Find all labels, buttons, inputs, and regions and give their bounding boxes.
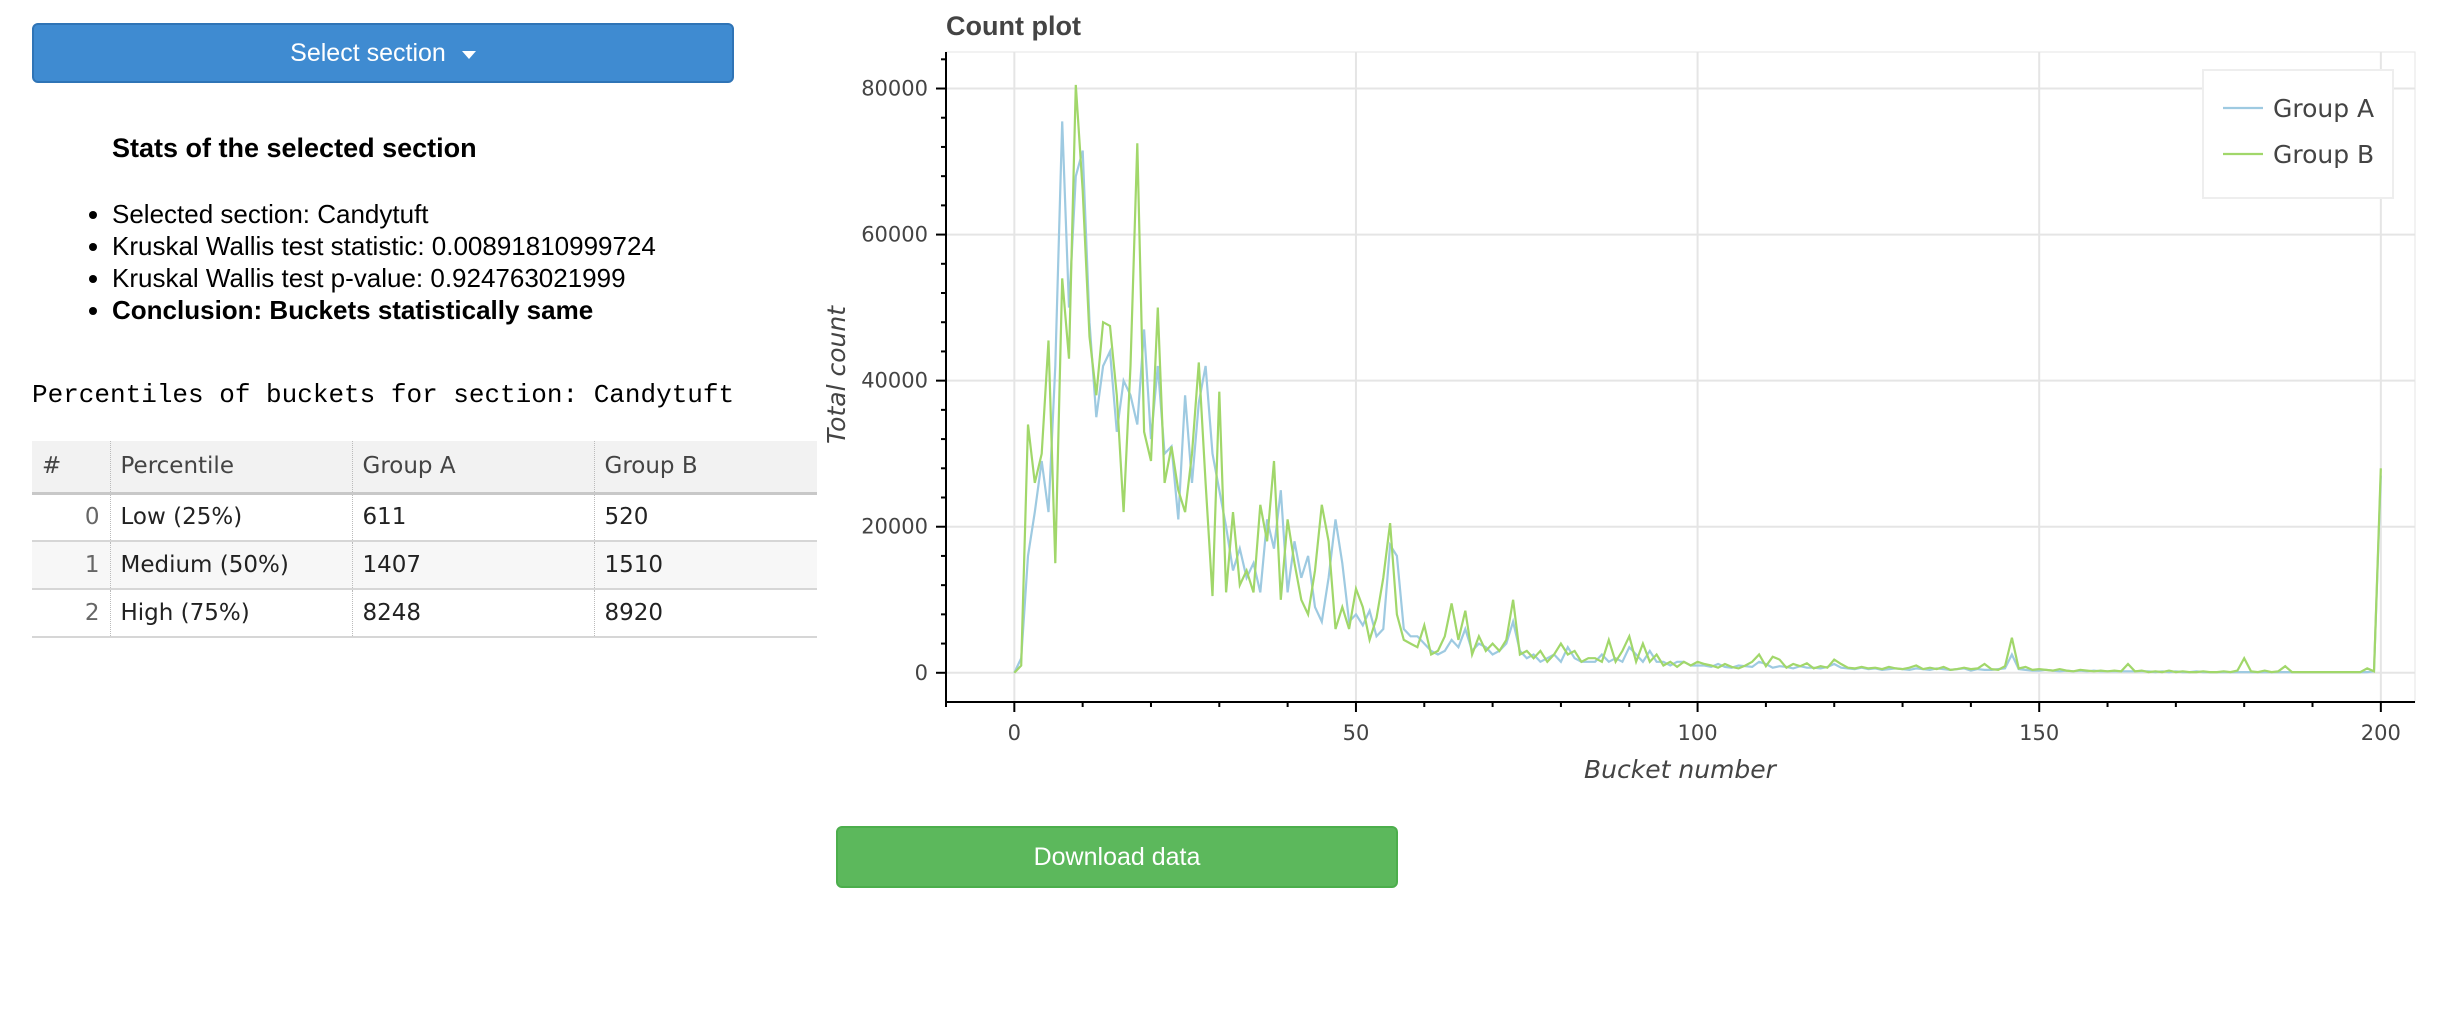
x-tick-label: 0 — [1008, 721, 1021, 745]
table-row[interactable]: 0 Low (25%) 611 520 — [32, 493, 817, 542]
chart-title: Count plot — [946, 11, 1081, 41]
y-tick-label: 0 — [915, 661, 928, 685]
select-section-button[interactable]: Select section — [32, 23, 734, 83]
stats-item-statistic: Kruskal Wallis test statistic: 0.0089181… — [112, 230, 656, 262]
y-tick-label: 40000 — [861, 369, 928, 393]
table-cell-index: 0 — [32, 493, 111, 542]
stats-item-conclusion: Conclusion: Buckets statistically same — [112, 294, 656, 326]
table-cell-group-a: 8248 — [352, 589, 595, 638]
table-row[interactable]: 1 Medium (50%) 1407 1510 — [32, 541, 817, 590]
y-tick-label: 60000 — [861, 223, 928, 247]
table-cell-group-b: 8920 — [594, 589, 817, 638]
table-cell-index: 2 — [32, 589, 111, 638]
download-data-button[interactable]: Download data — [836, 826, 1398, 888]
legend-box — [2202, 69, 2394, 199]
table-cell-index: 1 — [32, 541, 111, 590]
y-tick-label: 80000 — [861, 77, 928, 101]
count-plot-chart[interactable]: 0 50 100 150 200 0 20000 40000 60000 80000 Group … — [800, 40, 2440, 800]
download-data-label: Download data — [1033, 842, 1201, 871]
table-cell-percentile: Medium (50%) — [110, 541, 353, 590]
table-header-row: # Percentile Group A Group B — [32, 441, 817, 495]
caret-down-icon — [461, 51, 476, 59]
x-axis-label: Bucket number — [1584, 755, 1778, 784]
table-cell-group-a: 611 — [352, 493, 595, 542]
table-cell-group-a: 1407 — [352, 541, 595, 590]
stats-item-pvalue: Kruskal Wallis test p-value: 0.924763021… — [112, 262, 656, 294]
table-cell-percentile: High (75%) — [110, 589, 353, 638]
plot-frame — [945, 51, 2416, 703]
x-tick-label: 100 — [1678, 721, 1718, 745]
x-tick-label: 150 — [2019, 721, 2059, 745]
chart-lines — [1013, 84, 2382, 674]
table-cell-group-b: 520 — [594, 493, 817, 542]
x-tick-label: 50 — [1343, 721, 1370, 745]
stats-heading: Stats of the selected section — [112, 133, 477, 163]
chart-axes: 0 50 100 150 200 0 20000 40000 60000 80000 — [861, 52, 2415, 745]
percentiles-heading: Percentiles of buckets for section: Cand… — [32, 380, 735, 410]
column-header-group-a[interactable]: Group A — [352, 441, 595, 495]
y-tick-label: 20000 — [861, 515, 928, 539]
column-header-group-b[interactable]: Group B — [594, 441, 817, 495]
table-cell-group-b: 1510 — [594, 541, 817, 590]
legend-label[interactable]: Group A — [2273, 94, 2374, 123]
legend-label[interactable]: Group B — [2273, 140, 2374, 169]
stats-list: Selected section: Candytuft Kruskal Wall… — [80, 198, 656, 326]
column-header-index[interactable]: # — [32, 441, 111, 495]
percentiles-table: # Percentile Group A Group B 0 Low (25%)… — [32, 441, 817, 638]
select-section-label: Select section — [290, 38, 446, 67]
chart-legend[interactable]: Group A Group B — [2202, 69, 2394, 199]
y-axis-label: Total count — [822, 305, 851, 444]
x-tick-label: 200 — [2361, 721, 2401, 745]
table-row[interactable]: 2 High (75%) 8248 8920 — [32, 589, 817, 638]
table-cell-percentile: Low (25%) — [110, 493, 353, 542]
stats-item-section: Selected section: Candytuft — [112, 198, 656, 230]
series-line-group-b — [1013, 84, 2382, 674]
chart-grid — [945, 51, 2416, 703]
column-header-percentile[interactable]: Percentile — [110, 441, 353, 495]
